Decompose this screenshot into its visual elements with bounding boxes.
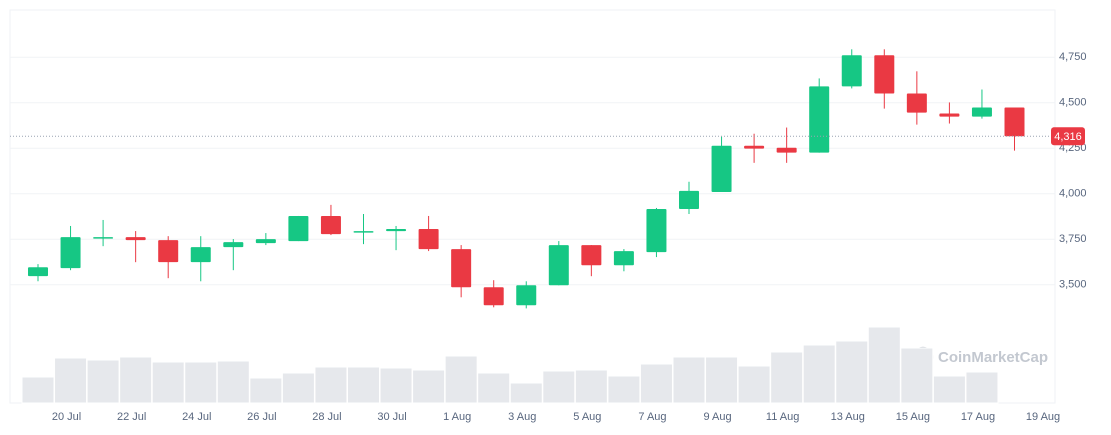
candle-body	[516, 285, 537, 306]
x-tick-label: 15 Aug	[896, 411, 930, 423]
candle-body	[809, 86, 830, 153]
volume-bar	[477, 372, 511, 404]
y-tick-label: 4,000	[1059, 188, 1087, 200]
volume-bar	[281, 372, 315, 404]
volume-bar	[965, 371, 999, 404]
last-price-label: 4,316	[1054, 131, 1082, 143]
volume-bar	[249, 377, 283, 404]
candle-body	[906, 93, 927, 113]
volume-bar	[444, 355, 478, 404]
volume-bar	[347, 366, 380, 404]
volume-bar	[802, 344, 836, 404]
y-tick-label: 3,750	[1059, 233, 1087, 245]
candle-body	[158, 240, 179, 263]
volume-bar	[867, 326, 901, 404]
volume-bar	[216, 360, 250, 404]
watermark: CoinMarketCap	[912, 346, 1048, 368]
candle-body	[646, 209, 667, 253]
volume-bar	[379, 367, 413, 404]
candle-body	[93, 237, 114, 239]
candle-body	[939, 113, 960, 117]
volume-bar	[184, 361, 218, 404]
candle-body	[874, 55, 895, 94]
candle-body	[223, 242, 244, 248]
x-tick-label: 20 Jul	[52, 411, 81, 423]
volume-bar	[607, 375, 641, 404]
volume-bar	[835, 340, 869, 404]
x-tick-label: 1 Aug	[443, 411, 471, 423]
candle-body	[841, 55, 862, 87]
candle-body	[776, 147, 797, 153]
x-tick-label: 17 Aug	[961, 411, 995, 423]
x-tick-label: 26 Jul	[247, 411, 276, 423]
volume-bar	[672, 356, 706, 404]
y-tick-label: 3,500	[1059, 279, 1087, 291]
volume-bar	[151, 361, 185, 404]
candle-body	[288, 215, 309, 242]
x-tick-label: 11 Aug	[766, 411, 799, 423]
candle-body	[125, 237, 146, 241]
x-tick-label: 22 Jul	[117, 411, 146, 423]
candle-body	[971, 107, 992, 117]
candle-body	[60, 237, 81, 269]
x-tick-label: 13 Aug	[831, 411, 865, 423]
volume-bar	[574, 369, 608, 404]
candle-body	[451, 249, 472, 288]
watermark-text: CoinMarketCap	[938, 349, 1048, 366]
candle-body	[255, 239, 276, 244]
x-tick-label: 19 Aug	[1026, 411, 1060, 423]
x-tick-label: 3 Aug	[508, 411, 536, 423]
candle-body	[679, 190, 699, 210]
y-tick-label: 4,500	[1059, 97, 1087, 109]
candle-body	[418, 229, 439, 250]
volume-bar	[314, 366, 348, 404]
volume-bar	[21, 376, 55, 404]
x-tick-label: 7 Aug	[638, 411, 666, 423]
volume-bar	[119, 356, 153, 404]
candle-body	[483, 287, 504, 306]
candle-body	[190, 247, 211, 263]
volume-bar	[86, 359, 120, 404]
candle-body	[1004, 107, 1025, 137]
candle-body	[581, 245, 602, 266]
volume-bar	[932, 375, 966, 404]
y-tick-label: 4,750	[1059, 51, 1087, 63]
candle-body	[320, 215, 341, 235]
volume-bar	[412, 369, 446, 404]
volume-bar	[900, 347, 934, 404]
x-tick-label: 9 Aug	[703, 411, 731, 423]
x-tick-label: 5 Aug	[573, 411, 601, 423]
candle-body	[548, 245, 569, 286]
candle-body	[744, 145, 765, 149]
candle-body	[386, 229, 407, 232]
x-tick-label: 24 Jul	[182, 411, 211, 423]
last-price-badge	[1051, 127, 1085, 146]
candle-body	[613, 251, 634, 266]
volume-bar	[737, 365, 771, 404]
volume-layer	[21, 326, 999, 404]
volume-bar	[542, 370, 576, 404]
candle-body	[711, 145, 732, 192]
volume-bar	[509, 382, 543, 404]
volume-bar	[639, 363, 673, 404]
x-tick-label: 28 Jul	[312, 411, 341, 423]
volume-bar	[54, 357, 88, 404]
candle-body	[353, 231, 374, 233]
volume-bar	[705, 356, 739, 404]
volume-bar	[770, 351, 804, 404]
x-tick-label: 30 Jul	[377, 411, 406, 423]
candle-body	[28, 267, 48, 277]
